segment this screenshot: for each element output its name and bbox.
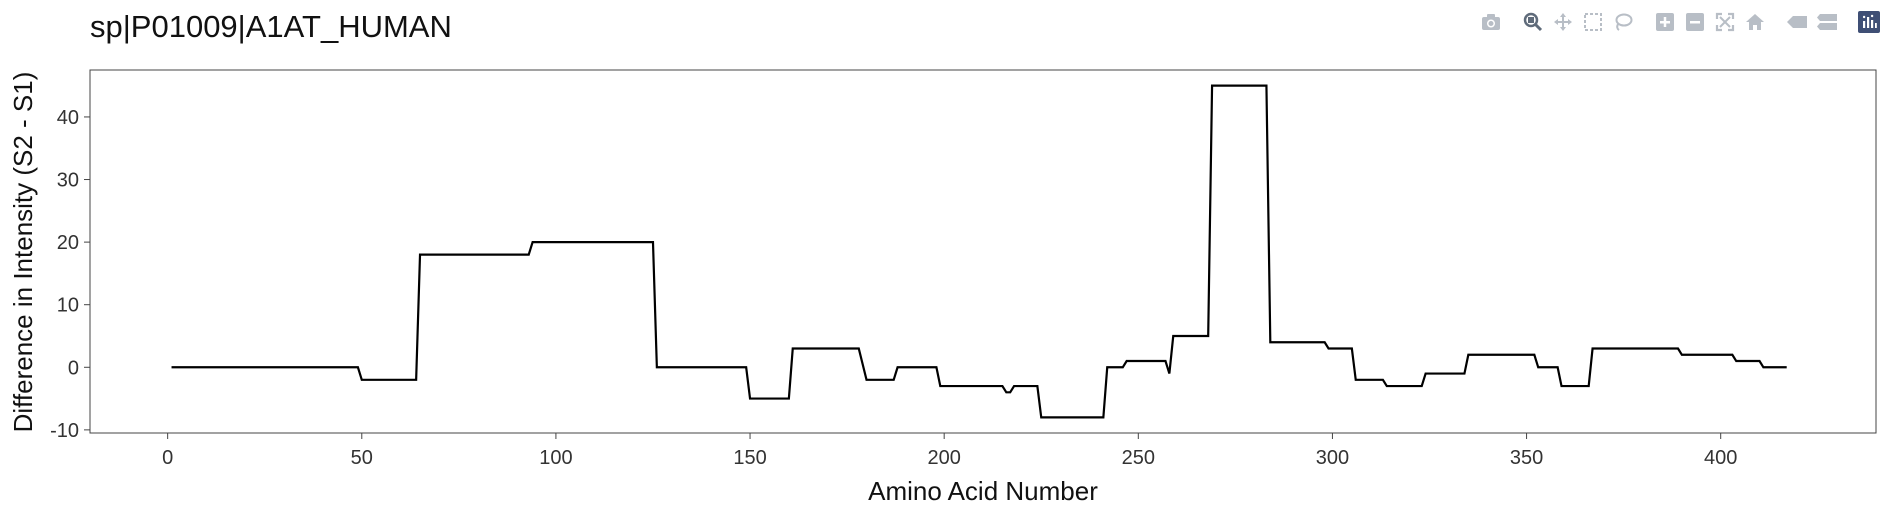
x-axis: 0 50 100 150 200 250 300 350 400	[162, 433, 1737, 469]
plot-area[interactable]	[89, 69, 1877, 434]
autoscale-icon[interactable]	[1710, 10, 1740, 34]
x-tick-label: 200	[927, 447, 960, 469]
x-tick-label: 100	[539, 447, 572, 469]
zoom-in-icon[interactable]	[1650, 10, 1680, 34]
plotly-logo-icon[interactable]	[1854, 10, 1884, 34]
zoom-icon[interactable]	[1518, 10, 1548, 34]
y-tick-label: 20	[57, 232, 79, 254]
x-tick-label: 300	[1316, 447, 1349, 469]
hover-closest-icon[interactable]	[1782, 10, 1812, 34]
chart-title: sp|P01009|A1AT_HUMAN	[90, 9, 452, 44]
series-line	[171, 84, 1787, 419]
zoom-out-icon[interactable]	[1680, 10, 1710, 34]
hover-compare-icon[interactable]	[1812, 10, 1842, 34]
camera-icon[interactable]	[1476, 10, 1506, 34]
x-tick-label: 400	[1704, 447, 1737, 469]
y-tick-label: -10	[50, 420, 79, 442]
box-select-icon[interactable]	[1578, 10, 1608, 34]
y-axis-title: Difference in Intensity (S2 - S1)	[8, 72, 38, 433]
home-icon[interactable]	[1740, 10, 1770, 34]
x-tick-label: 150	[733, 447, 766, 469]
modebar	[1476, 10, 1884, 34]
y-axis: -10 0 10 20 30 40	[50, 107, 90, 442]
y-tick-label: 0	[68, 357, 79, 379]
y-tick-label: 30	[57, 170, 79, 192]
x-tick-label: 350	[1510, 447, 1543, 469]
x-axis-title: Amino Acid Number	[868, 476, 1098, 506]
y-tick-label: 10	[57, 295, 79, 317]
y-tick-label: 40	[57, 107, 79, 129]
lasso-icon[interactable]	[1608, 10, 1638, 34]
x-tick-label: 250	[1122, 447, 1155, 469]
x-tick-label: 0	[162, 447, 173, 469]
pan-icon[interactable]	[1548, 10, 1578, 34]
x-tick-label: 50	[351, 447, 373, 469]
